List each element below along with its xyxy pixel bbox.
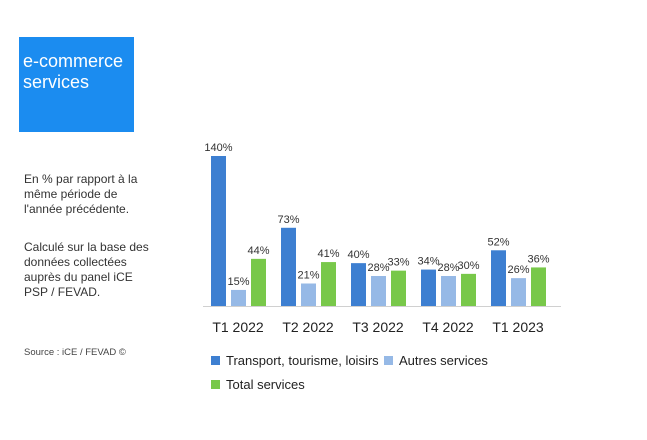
bar-autres-1 [301,283,316,306]
x-tick-label-3: T4 2022 [422,319,474,335]
bar-autres-2 [371,276,386,306]
data-label-transport-1: 73% [277,214,299,226]
bar-total-3 [461,273,476,306]
data-label-total-1: 41% [317,248,339,260]
x-tick-label-2: T3 2022 [352,319,404,335]
bar-transport-3 [421,269,436,306]
x-tick-label-0: T1 2022 [212,319,264,335]
legend-item-autres: Autres services [384,353,488,368]
note-percent: En % par rapport à la même période de l'… [24,172,138,216]
data-label-autres-2: 28% [367,262,389,274]
bar-total-0 [251,258,266,306]
legend-label-total: Total services [226,377,305,392]
bar-autres-4 [511,278,526,306]
title-box: e-commerce services [19,37,134,132]
data-label-transport-2: 40% [347,249,369,261]
data-label-transport-4: 52% [487,236,509,248]
legend-label-autres: Autres services [399,353,488,368]
bar-transport-4 [491,250,506,306]
bar-transport-1 [281,227,296,306]
data-label-transport-0: 140% [204,142,232,154]
title-line-1: e-commerce [23,51,124,71]
data-label-total-4: 36% [527,253,549,265]
data-label-total-2: 33% [387,257,409,269]
bar-total-4 [531,267,546,306]
bar-autres-3 [441,276,456,306]
source-text: Source : iCE / FEVAD © [24,347,126,358]
data-label-autres-3: 28% [437,262,459,274]
bar-transport-2 [351,263,366,306]
x-tick-label-1: T2 2022 [282,319,334,335]
title-line-2: services [23,72,90,92]
data-label-transport-3: 34% [417,256,439,268]
data-label-total-0: 44% [247,245,269,257]
legend-swatch-transport [211,356,220,365]
legend-swatch-total [211,380,220,389]
bar-total-1 [321,262,336,306]
bar-transport-0 [211,156,226,306]
data-label-autres-0: 15% [227,276,249,288]
x-tick-label-4: T1 2023 [492,319,544,335]
legend-item-transport: Transport, tourisme, loisirs [211,353,379,368]
bar-autres-0 [231,289,246,306]
legend-label-transport: Transport, tourisme, loisirs [226,353,379,368]
note-method: Calculé sur la base des données collecté… [24,240,149,299]
data-label-autres-1: 21% [297,270,319,282]
data-label-autres-4: 26% [507,264,529,276]
data-label-total-3: 30% [457,260,479,272]
legend-item-total: Total services [211,377,305,392]
bar-total-2 [391,270,406,306]
legend-swatch-autres [384,356,393,365]
